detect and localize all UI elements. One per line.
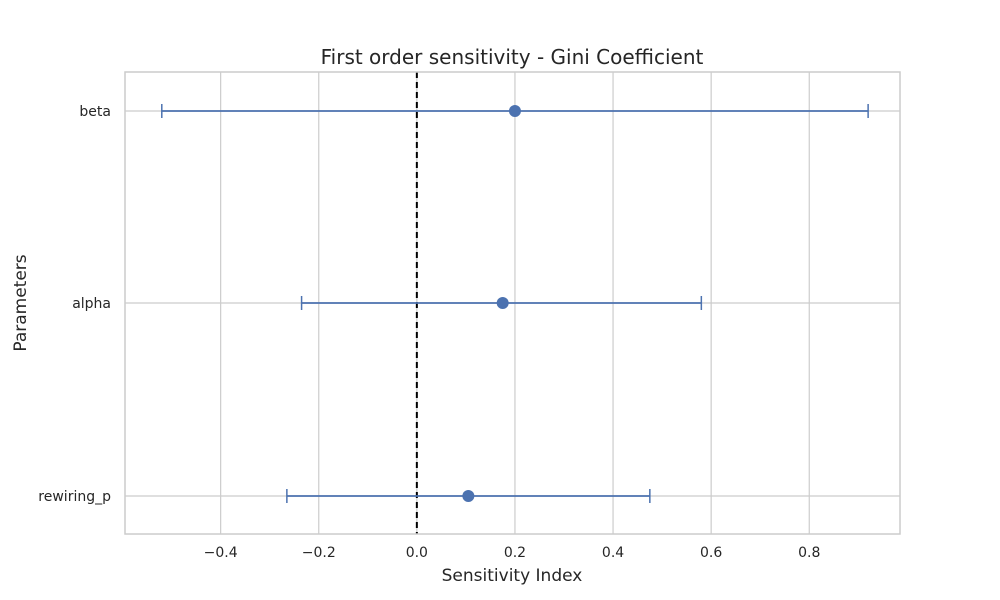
x-tick-label: 0.6 — [700, 545, 722, 561]
data-point — [508, 105, 521, 117]
x-tick-label: 0.2 — [504, 545, 526, 561]
data-point — [462, 490, 475, 502]
x-tick-label: −0.4 — [204, 545, 238, 561]
y-tick-label: rewiring_p — [38, 489, 111, 505]
x-tick-label: −0.2 — [302, 545, 336, 561]
y-axis-label: Parameters — [11, 254, 31, 351]
x-axis-label: Sensitivity Index — [442, 566, 583, 586]
chart-title: First order sensitivity - Gini Coefficie… — [321, 45, 704, 69]
y-tick-label: alpha — [72, 296, 111, 312]
tick-labels: −0.4 −0.2 0.0 0.2 0.4 0.6 0.8 beta alpha rewiring… — [38, 104, 820, 561]
x-tick-label: 0.8 — [798, 545, 820, 561]
plot-frame — [124, 71, 901, 535]
y-tick-label: beta — [79, 104, 111, 120]
x-tick-label: 0.4 — [602, 545, 624, 561]
x-tick-label: 0.0 — [406, 545, 428, 561]
data-point — [496, 297, 509, 309]
data-series — [161, 104, 869, 503]
